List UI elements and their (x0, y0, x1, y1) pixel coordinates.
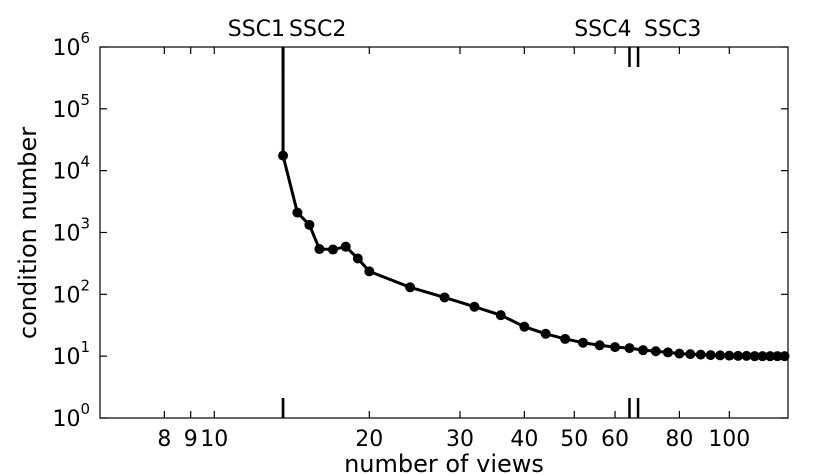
x-tick-label: 50 (560, 427, 588, 452)
x-tick-label: 80 (665, 427, 693, 452)
series-point (741, 350, 752, 361)
x-tick-label: 100 (708, 427, 750, 452)
series-point (405, 282, 416, 293)
y-tick-label-base: 10 (52, 160, 80, 185)
series-point (772, 351, 783, 362)
y-tick-label-exponent: 3 (80, 215, 90, 233)
series-point (674, 348, 685, 359)
x-axis-title: number of views (344, 450, 544, 475)
view-markers: SSC1 SSC2 SSC4 SSC3 (228, 17, 701, 418)
y-tick-label-exponent: 6 (80, 29, 90, 47)
series-point (292, 207, 303, 218)
marker-label: SSC2 (289, 17, 346, 42)
y-tick-label-base: 10 (52, 222, 80, 247)
x-tick-label: 9 (184, 427, 198, 452)
series-point (578, 337, 589, 348)
series-point (757, 351, 768, 362)
plot-frame (99, 46, 789, 419)
series-point (314, 244, 325, 255)
y-tick-label: 102 (52, 276, 90, 308)
series-group (278, 47, 790, 362)
y-tick-label-exponent: 4 (80, 153, 90, 171)
series-point (749, 351, 760, 362)
series-point (715, 350, 726, 361)
series-point (560, 333, 571, 344)
series-point (695, 349, 706, 360)
series-point (779, 351, 790, 362)
series-point (352, 253, 363, 264)
y-tick-label: 104 (52, 153, 90, 185)
marker-label: SSC3 (644, 17, 701, 42)
series-point (685, 349, 696, 360)
series-point (724, 350, 735, 361)
x-tick-label: 20 (355, 427, 383, 452)
series-point (650, 346, 661, 357)
y-tick-label-base: 10 (52, 345, 80, 370)
y-tick-label-exponent: 0 (80, 400, 90, 418)
series-point (624, 343, 635, 354)
x-tick-label: 10 (200, 427, 228, 452)
x-tick-label: 8 (157, 427, 171, 452)
y-tick-label-exponent: 5 (80, 91, 90, 109)
series-point (364, 266, 375, 277)
series-point (610, 342, 621, 353)
x-tick-label: 30 (446, 427, 474, 452)
marker-label: SSC4 (574, 17, 631, 42)
y-tick-label-base: 10 (52, 36, 80, 61)
series-point (304, 219, 315, 230)
x-tick-label: 40 (510, 427, 538, 452)
y-tick-label-base: 10 (52, 98, 80, 123)
y-tick-label-exponent: 1 (80, 338, 90, 356)
y-tick-label: 103 (52, 215, 90, 247)
series-point (662, 347, 673, 358)
marker-label: SSC1 (228, 17, 285, 42)
x-tick-label: 60 (601, 427, 629, 452)
series-point (705, 350, 716, 361)
series-point (278, 150, 289, 161)
series-point (540, 328, 551, 339)
series-point (469, 301, 480, 312)
series-point (519, 321, 530, 332)
series-point (638, 345, 649, 356)
series-point (495, 310, 506, 321)
series-point (594, 340, 605, 351)
series-point (439, 292, 450, 303)
series-point (733, 350, 744, 361)
y-tick-label-exponent: 2 (80, 276, 90, 294)
y-tick-label-base: 10 (52, 283, 80, 308)
x-axis: 8 9 10 20 30 40 50 60 80 100 (157, 47, 750, 452)
y-tick-label: 106 (52, 29, 90, 61)
series-point (340, 241, 351, 252)
series-point (765, 351, 776, 362)
y-axis-title: condition number (14, 127, 42, 339)
y-tick-label: 100 (52, 400, 90, 432)
y-tick-label: 105 (52, 91, 90, 123)
y-tick-label: 101 (52, 338, 90, 370)
y-tick-label-base: 10 (52, 407, 80, 432)
series-point (327, 244, 338, 255)
